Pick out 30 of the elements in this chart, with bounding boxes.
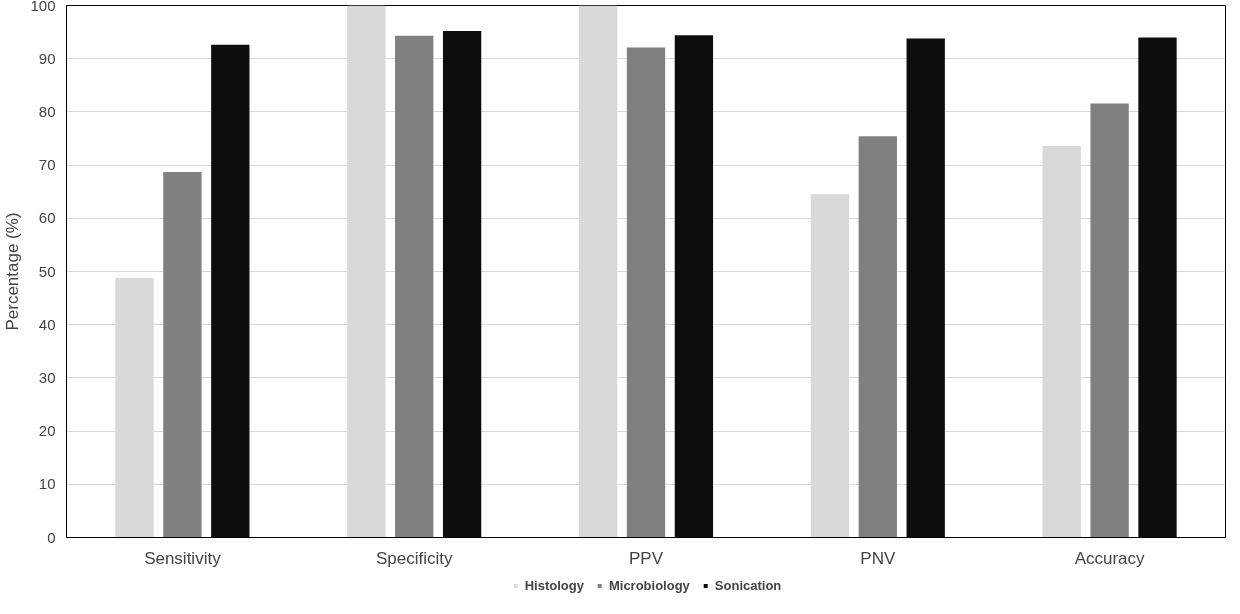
y-tick-label: 100 — [30, 0, 56, 14]
y-tick-label: 50 — [38, 262, 56, 280]
y-tick-label: 60 — [38, 209, 56, 227]
bar — [858, 136, 897, 538]
y-axis-title: Percentage (%) — [3, 212, 23, 331]
bar — [211, 44, 250, 538]
y-tick-label: 90 — [38, 49, 56, 67]
x-tick-label: PPV — [628, 548, 664, 568]
legend-label: Histology — [524, 577, 584, 593]
y-tick-label: 40 — [38, 315, 56, 333]
bar — [1138, 37, 1177, 538]
bar — [163, 172, 202, 538]
bar — [906, 38, 945, 538]
bar — [626, 47, 666, 538]
y-tick-label: 20 — [38, 422, 56, 440]
x-tick-label: Accuracy — [1074, 548, 1146, 568]
bar — [1090, 103, 1129, 538]
legend-label: Sonication — [714, 577, 782, 593]
y-tick-label: 70 — [38, 156, 56, 174]
bar — [674, 35, 714, 538]
x-tick-label: Sensitivity — [144, 548, 222, 568]
legend-label: Microbiology — [608, 577, 690, 593]
x-tick-label: Specificity — [375, 548, 453, 568]
y-tick-label: 10 — [38, 475, 56, 493]
x-tick-label: PNV — [860, 548, 896, 568]
y-tick-label: 80 — [38, 102, 56, 120]
y-tick-label: 30 — [38, 368, 56, 386]
y-tick-label: 0 — [47, 528, 56, 546]
bar — [442, 31, 482, 538]
bar — [395, 35, 434, 538]
